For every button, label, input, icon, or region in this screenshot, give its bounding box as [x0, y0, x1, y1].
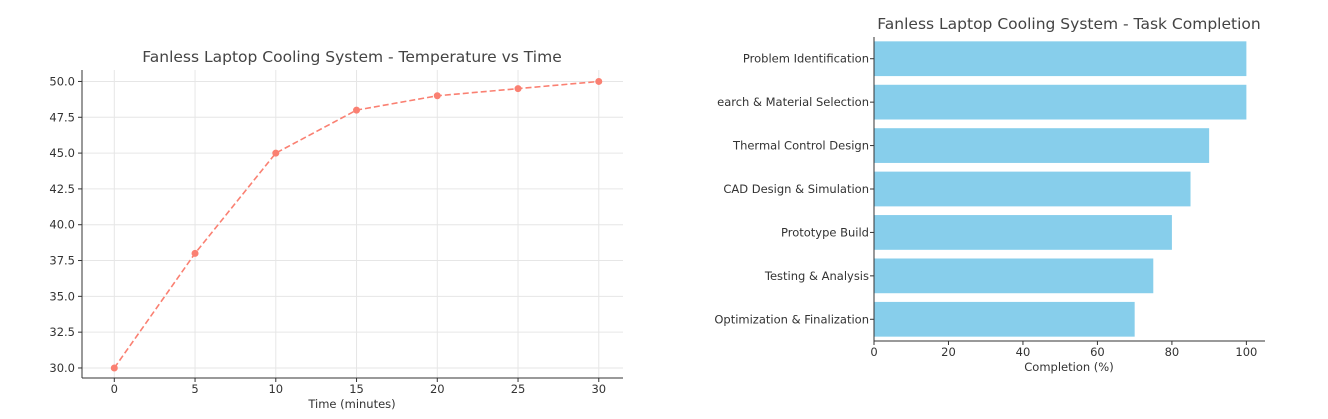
bar-chart-x-tick-label: 80: [1165, 345, 1180, 359]
bar-chart-x-tick-label: 0: [870, 345, 877, 359]
line-chart-data-point: [191, 249, 199, 257]
line-chart-x-tick-label: 20: [430, 382, 445, 396]
line-chart-x-tick-label: 5: [191, 382, 198, 396]
line-chart-title: Fanless Laptop Cooling System - Temperat…: [142, 48, 562, 66]
line-chart-y-tick-label: 35.0: [49, 289, 75, 303]
line-chart-grid: [82, 70, 623, 378]
bar-chart: Fanless Laptop Cooling System - Task Com…: [714, 15, 1265, 374]
line-chart-x-tick-label: 10: [268, 382, 283, 396]
bar-chart-axes: [870, 37, 1265, 342]
line-chart-y-tick-label: 45.0: [49, 146, 75, 160]
line-chart-axes: [81, 70, 623, 379]
line-chart-x-tick-label: 15: [349, 382, 364, 396]
bar-chart-x-ticks: 0 20 40 60 80 100: [870, 341, 1257, 359]
bar-chart-bar: [874, 128, 1210, 163]
bar-chart-bar: [874, 301, 1135, 337]
line-chart-x-tick-label: 25: [511, 382, 526, 396]
bar-chart-bar: [874, 41, 1247, 77]
bar-chart-bar: [874, 84, 1247, 120]
bar-chart-category-label: CAD Design & Simulation: [723, 182, 869, 196]
bar-chart-x-tick-label: 20: [941, 345, 956, 359]
line-chart-data-point: [514, 85, 522, 93]
bar-chart-category-label: Optimization & Finalization: [714, 312, 869, 326]
line-chart-data-point: [595, 77, 603, 85]
bar-chart-title: Fanless Laptop Cooling System - Task Com…: [877, 15, 1260, 33]
line-chart-y-tick-label: 42.5: [49, 182, 75, 196]
bar-chart-category-label: Problem Identification: [743, 52, 869, 66]
bar-chart-bar: [874, 258, 1154, 294]
line-chart-data-point: [353, 106, 361, 114]
line-chart-data-point: [433, 92, 441, 100]
line-chart-x-tick-label: 0: [111, 382, 118, 396]
bar-chart-category-labels: Problem Identification earch & Material S…: [714, 52, 869, 327]
bar-chart-x-tick-label: 40: [1016, 345, 1031, 359]
bar-chart-category-label: Thermal Control Design: [732, 139, 869, 153]
line-chart-y-tick-label: 30.0: [49, 361, 75, 375]
bar-chart-category-label: Prototype Build: [781, 225, 869, 239]
bar-chart-x-tick-label: 60: [1090, 345, 1105, 359]
line-chart-data-point: [272, 149, 280, 157]
line-chart-series: [110, 77, 603, 372]
bar-chart-bar: [874, 215, 1172, 250]
bar-chart-bar: [874, 171, 1191, 207]
line-chart-y-tick-label: 40.0: [49, 218, 75, 232]
line-chart-y-tick-label: 50.0: [49, 74, 75, 88]
line-chart-x-ticks: 0 5 10 15 20 25 30: [111, 378, 606, 396]
line-chart-y-tick-label: 32.5: [49, 325, 75, 339]
line-chart: Fanless Laptop Cooling System - Temperat…: [49, 48, 623, 411]
line-chart-data-point: [110, 364, 118, 372]
bar-chart-bars: [874, 41, 1247, 337]
bar-chart-category-label: Testing & Analysis: [764, 269, 869, 283]
line-chart-y-ticks: 30.0 32.5 35.0 37.5 40.0 42.5 45.0 47.5 50.0: [49, 74, 82, 375]
bar-chart-x-tick-label: 100: [1235, 345, 1257, 359]
bar-chart-category-label: earch & Material Selection: [717, 95, 869, 109]
bar-chart-x-axis-label: Completion (%): [1024, 360, 1113, 374]
line-chart-x-axis-label: Time (minutes): [307, 397, 395, 411]
line-chart-y-tick-label: 47.5: [49, 110, 75, 124]
line-chart-x-tick-label: 30: [591, 382, 606, 396]
line-chart-y-tick-label: 37.5: [49, 254, 75, 268]
